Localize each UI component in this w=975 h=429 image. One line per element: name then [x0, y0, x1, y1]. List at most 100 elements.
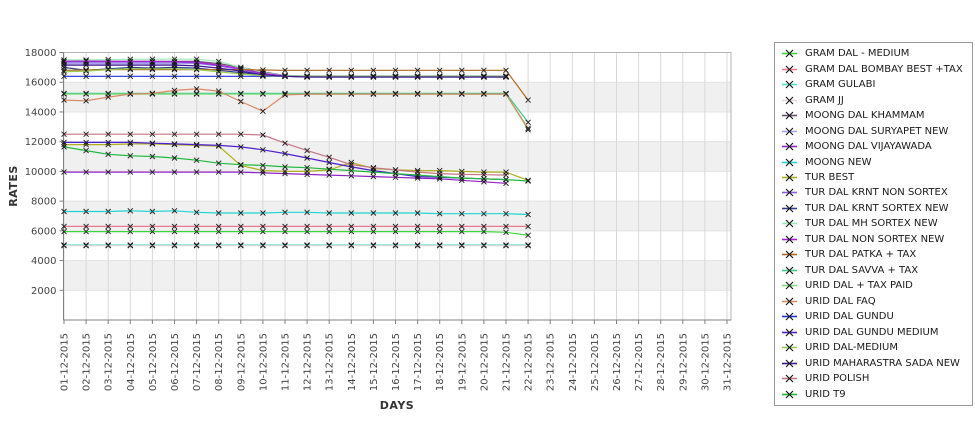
legend-series-marker-icon — [782, 343, 797, 352]
legend-label: URID POLISH — [805, 373, 870, 385]
legend-label: GRAM DAL - MEDIUM — [805, 48, 910, 60]
series-line — [64, 143, 529, 181]
legend-series-marker-icon — [782, 111, 797, 120]
legend-item: MOONG DAL VIJAYAWADA — [782, 140, 970, 154]
x-tick-label: 20-12-2015 — [479, 333, 490, 391]
legend-label: TUR DAL MH SORTEX NEW — [805, 218, 938, 230]
legend-item: TUR DAL SAVVA + TAX — [782, 263, 970, 277]
x-tick-label: 25-12-2015 — [590, 333, 601, 391]
legend-label: URID DAL GUNDU — [805, 311, 894, 323]
y-tick-label: 12000 — [25, 137, 57, 148]
legend-series-marker-icon — [782, 204, 797, 213]
legend-series-marker-icon — [782, 96, 797, 105]
series-markers — [61, 131, 509, 178]
x-tick-label: 30-12-2015 — [700, 333, 711, 391]
legend-series-marker-icon — [782, 250, 797, 259]
legend-series-marker-icon — [782, 328, 797, 337]
legend-series-marker-icon — [782, 390, 797, 398]
legend-item: TUR DAL NON SORTEX NEW — [782, 232, 970, 246]
y-tick-label: 6000 — [31, 226, 56, 237]
legend-label: TUR DAL NON SORTEX NEW — [805, 233, 945, 245]
legend-item: GRAM GULABI — [782, 78, 970, 92]
legend-item: GRAM DAL BOMBAY BEST +TAX — [782, 62, 970, 76]
x-tick-label: 02-12-2015 — [82, 333, 93, 391]
legend-item: TUR DAL KRNT SORTEX NEW — [782, 201, 970, 215]
legend-series-marker-icon — [782, 127, 797, 135]
legend-label: URID DAL FAQ — [805, 295, 876, 307]
legend-label: MOONG DAL SURYAPET NEW — [805, 125, 949, 137]
legend-series-marker-icon — [782, 281, 797, 290]
legend-label: GRAM DAL BOMBAY BEST +TAX — [805, 63, 963, 75]
x-tick-label: 05-12-2015 — [148, 333, 159, 391]
series-line — [64, 210, 529, 216]
legend-label: MOONG NEW — [805, 156, 872, 168]
series-markers — [61, 242, 531, 248]
y-axis-title: RATES — [7, 165, 20, 207]
x-tick-label: 03-12-2015 — [104, 333, 115, 391]
legend-series-marker-icon — [782, 220, 797, 228]
x-tick-label: 21-12-2015 — [502, 333, 513, 391]
legend-label: TUR DAL KRNT SORTEX NEW — [805, 202, 949, 214]
series-markers — [61, 144, 531, 184]
legend-series-marker-icon — [782, 173, 797, 182]
legend-label: TUR DAL KRNT NON SORTEX — [805, 187, 948, 199]
series-markers — [61, 169, 509, 187]
legend-item: TUR DAL KRNT NON SORTEX — [782, 186, 970, 200]
legend-item: TUR DAL PATKA + TAX — [782, 248, 970, 262]
legend-series-marker-icon — [782, 297, 797, 306]
legend-label: TUR BEST — [805, 171, 855, 183]
x-tick-label: 01-12-2015 — [60, 333, 71, 391]
legend: GRAM DAL - MEDIUM GRAM DAL BOMBAY BEST +T… — [774, 42, 973, 406]
x-tick-label: 04-12-2015 — [126, 333, 137, 391]
y-tick-label: 16000 — [25, 78, 57, 89]
legend-series-marker-icon — [782, 374, 797, 383]
x-tick-label: 26-12-2015 — [612, 333, 623, 391]
x-tick-label: 09-12-2015 — [236, 333, 247, 391]
legend-item: URID DAL-MEDIUM — [782, 341, 970, 355]
legend-item: MOONG DAL KHAMMAM — [782, 109, 970, 123]
legend-label: URID DAL GUNDU MEDIUM — [805, 326, 939, 338]
legend-item: GRAM DAL - MEDIUM — [782, 47, 970, 61]
y-tick-label: 4000 — [31, 256, 56, 267]
y-tick-label: 14000 — [25, 107, 57, 118]
plot-band — [63, 141, 731, 172]
legend-series-marker-icon — [782, 312, 797, 321]
series-line — [63, 146, 529, 182]
series-markers — [61, 207, 531, 218]
legend-series-marker-icon — [782, 266, 797, 275]
x-tick-label: 29-12-2015 — [678, 333, 689, 391]
x-tick-label: 06-12-2015 — [170, 333, 181, 391]
legend-item: MOONG NEW — [782, 155, 970, 169]
legend-item: MOONG DAL SURYAPET NEW — [782, 124, 970, 138]
x-tick-label: 16-12-2015 — [391, 333, 402, 391]
series-markers — [61, 228, 531, 239]
series-markers — [61, 242, 531, 249]
y-tick-label: 10000 — [25, 167, 57, 178]
series-markers — [61, 86, 531, 132]
legend-series-marker-icon — [782, 142, 797, 151]
legend-label: TUR DAL SAVVA + TAX — [805, 264, 919, 276]
legend-item: TUR BEST — [782, 170, 970, 184]
legend-item: URID POLISH — [782, 372, 970, 386]
x-tick-label: 13-12-2015 — [325, 333, 336, 391]
plot-band — [63, 260, 731, 291]
legend-item: URID T9 — [782, 387, 970, 401]
series-line — [64, 231, 529, 236]
series-markers — [61, 223, 531, 230]
x-tick-label: 19-12-2015 — [457, 333, 468, 391]
plot-band — [63, 82, 731, 112]
legend-label: GRAM JJ — [805, 94, 844, 106]
x-tick-label: 07-12-2015 — [192, 333, 203, 391]
series-markers — [61, 141, 531, 184]
legend-series-marker-icon — [782, 359, 797, 367]
legend-label: MOONG DAL VIJAYAWADA — [805, 141, 932, 153]
legend-label: MOONG DAL KHAMMAM — [805, 110, 925, 122]
x-tick-label: 18-12-2015 — [435, 333, 446, 391]
legend-label: TUR DAL PATKA + TAX — [805, 249, 917, 261]
legend-label: GRAM GULABI — [805, 79, 876, 91]
y-tick-label: 2000 — [31, 286, 56, 297]
legend-series-marker-icon — [782, 49, 797, 58]
series-markers — [61, 65, 509, 80]
legend-label: URID MAHARASTRA SADA NEW — [805, 357, 960, 369]
legend-series-marker-icon — [782, 158, 797, 166]
